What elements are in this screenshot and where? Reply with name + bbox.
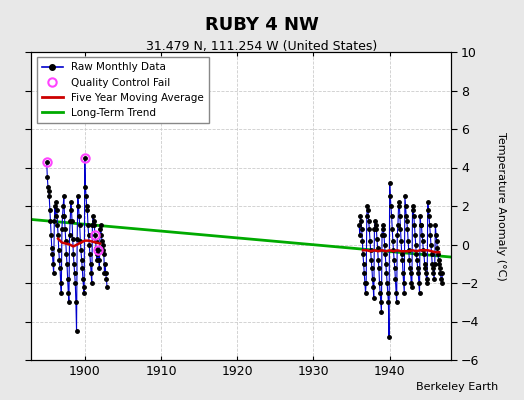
Text: Berkeley Earth: Berkeley Earth bbox=[416, 382, 498, 392]
Y-axis label: Temperature Anomaly (°C): Temperature Anomaly (°C) bbox=[496, 132, 506, 280]
Text: RUBY 4 NW: RUBY 4 NW bbox=[205, 16, 319, 34]
Legend: Raw Monthly Data, Quality Control Fail, Five Year Moving Average, Long-Term Tren: Raw Monthly Data, Quality Control Fail, … bbox=[37, 57, 209, 123]
Text: 31.479 N, 111.254 W (United States): 31.479 N, 111.254 W (United States) bbox=[146, 40, 378, 53]
